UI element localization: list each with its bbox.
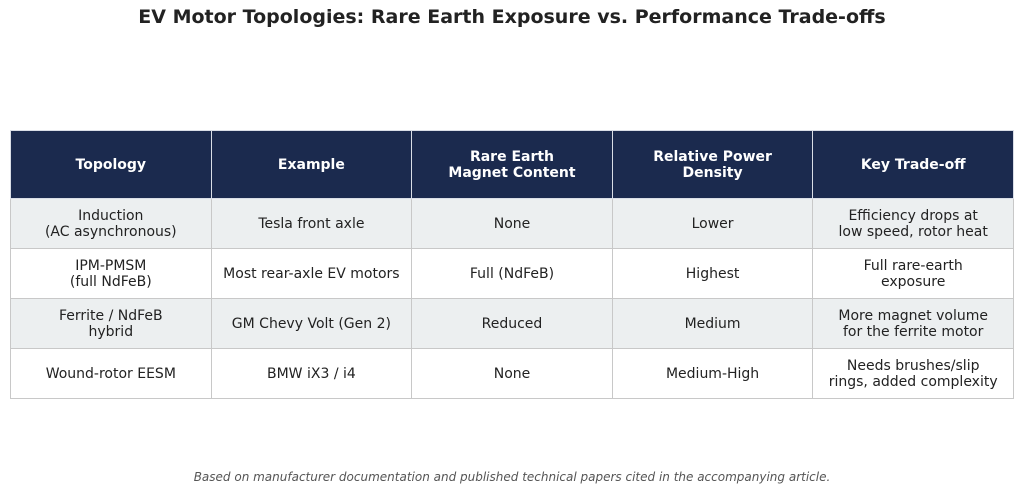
table-row: Induction (AC asynchronous) Tesla front … xyxy=(10,198,1014,249)
chart-title: EV Motor Topologies: Rare Earth Exposure… xyxy=(138,6,886,28)
table-cell-example: BMW iX3 / i4 xyxy=(210,348,413,399)
table-cell-rare-earth-content: None xyxy=(411,348,613,399)
source-caption: Based on manufacturer documentation and … xyxy=(193,470,831,484)
table-row: Ferrite / NdFeB hybrid GM Chevy Volt (Ge… xyxy=(10,298,1014,349)
column-header-rare-earth-content: Rare Earth Magnet Content xyxy=(411,130,613,199)
table-cell-key-tradeoff: Full rare-earth exposure xyxy=(812,248,1014,299)
table-cell-topology: Ferrite / NdFeB hybrid xyxy=(10,298,212,349)
table-cell-example: Tesla front axle xyxy=(210,198,413,249)
table-row: IPM-PMSM (full NdFeB) Most rear-axle EV … xyxy=(10,248,1014,299)
table-cell-example: Most rear-axle EV motors xyxy=(210,248,413,299)
table-cell-topology: IPM-PMSM (full NdFeB) xyxy=(10,248,212,299)
column-header-key-tradeoff: Key Trade-off xyxy=(812,130,1014,199)
table-cell-example: GM Chevy Volt (Gen 2) xyxy=(210,298,413,349)
table-cell-key-tradeoff: More magnet volume for the ferrite motor xyxy=(812,298,1014,349)
table-cell-power-density: Medium xyxy=(611,298,814,349)
column-header-example: Example xyxy=(210,130,413,199)
topology-table: Topology Example Rare Earth Magnet Conte… xyxy=(10,130,1014,399)
table-cell-key-tradeoff: Needs brushes/slip rings, added complexi… xyxy=(812,348,1014,399)
table-cell-power-density: Medium-High xyxy=(611,348,814,399)
table-cell-rare-earth-content: None xyxy=(411,198,613,249)
table-cell-rare-earth-content: Reduced xyxy=(411,298,613,349)
column-header-topology: Topology xyxy=(10,130,212,199)
table-cell-key-tradeoff: Efficiency drops at low speed, rotor hea… xyxy=(812,198,1014,249)
table-cell-rare-earth-content: Full (NdFeB) xyxy=(411,248,613,299)
table-cell-topology: Wound-rotor EESM xyxy=(10,348,212,399)
table-header-row: Topology Example Rare Earth Magnet Conte… xyxy=(10,130,1014,199)
table-cell-power-density: Lower xyxy=(611,198,814,249)
table-row: Wound-rotor EESM BMW iX3 / i4 None Mediu… xyxy=(10,348,1014,399)
table-cell-power-density: Highest xyxy=(611,248,814,299)
column-header-power-density: Relative Power Density xyxy=(611,130,814,199)
table-cell-topology: Induction (AC asynchronous) xyxy=(10,198,212,249)
